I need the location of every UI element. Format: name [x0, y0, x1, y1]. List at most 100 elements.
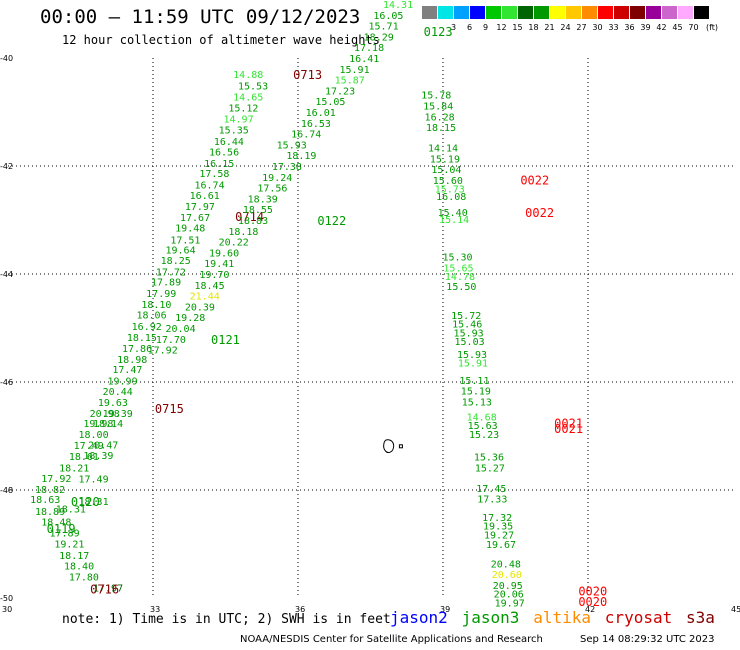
legend-label: 9: [482, 23, 489, 32]
wave-height-value: 15.11: [459, 376, 489, 387]
legend-label: 33: [608, 23, 619, 32]
wave-height-value: 15.30: [442, 253, 472, 264]
time-label: 0020: [578, 595, 607, 609]
wave-height-value: 19.39: [103, 409, 133, 420]
wave-height-value: 18.18: [228, 227, 258, 238]
wave-height-value: 18.31: [56, 504, 86, 515]
wave-height-value: 15.14: [439, 215, 469, 226]
wave-height-value: 19.67: [486, 540, 516, 551]
wave-height-value: 20.06: [494, 590, 524, 601]
footer-timestamp: Sep 14 08:29:32 UTC 2023: [580, 634, 715, 645]
note-text: note: 1) Time is in UTC; 2) SWH is in fe…: [62, 612, 391, 627]
legend-label: 15: [512, 23, 523, 32]
wave-height-value: 19.70: [199, 270, 229, 281]
time-label: 0715: [155, 402, 184, 416]
y-tick-label: -50: [0, 594, 13, 603]
legend-label: 42: [656, 23, 667, 32]
wave-height-value: 17.99: [146, 289, 176, 300]
wave-height-value: 19.35: [483, 522, 513, 533]
island-outline: [383, 439, 395, 453]
legend-swatch: [614, 6, 629, 19]
wave-height-value: 15.40: [438, 208, 468, 219]
chart-subtitle: 12 hour collection of altimeter wave hei…: [62, 33, 380, 47]
wave-height-value: 20.95: [493, 581, 523, 592]
wave-height-value: 18.40: [64, 562, 94, 573]
legend-label: 6: [466, 23, 473, 32]
legend-swatch: [534, 6, 549, 19]
wave-height-value: 15.03: [455, 337, 485, 348]
wave-height-value: 18.48: [41, 517, 71, 528]
wave-height-value: 18.98: [117, 355, 147, 366]
x-tick-label: 45: [731, 605, 740, 614]
wave-height-value: 14.31: [383, 0, 413, 11]
wave-height-value: 16.74: [291, 130, 321, 141]
time-label: 0021: [554, 422, 583, 436]
time-label: 0022: [520, 174, 549, 188]
time-label: 0021: [554, 417, 583, 431]
wave-height-value: 15.35: [219, 125, 249, 136]
legend-label: 70: [688, 23, 699, 32]
time-label: 0716: [90, 582, 119, 596]
wave-height-value: 17.80: [69, 572, 99, 583]
wave-height-value: 19.28: [175, 313, 205, 324]
wave-height-value: 18.61: [69, 452, 99, 463]
time-label: 0020: [578, 584, 607, 598]
wave-height-value: 14.78: [445, 272, 475, 283]
legend-swatch: [630, 6, 645, 19]
time-label: 0123: [424, 25, 453, 39]
y-tick-label: -46: [0, 378, 13, 387]
satellite-name: jason3: [461, 608, 520, 627]
y-tick-label: -40: [0, 54, 13, 63]
wave-height-value: 17.89: [49, 529, 79, 540]
wave-height-value: 17.56: [257, 184, 287, 195]
wave-height-value: 15.93: [457, 350, 487, 361]
wave-height-value: 18.63: [30, 495, 60, 506]
wave-height-value: 18.17: [59, 551, 89, 562]
time-label: 0122: [317, 214, 346, 228]
wave-height-value: 17.97: [93, 584, 123, 595]
wave-height-value: 17.45: [476, 484, 506, 495]
wave-height-value: 15.19: [461, 387, 491, 398]
wave-height-value: 15.50: [446, 282, 476, 293]
legend-label: 36: [624, 23, 635, 32]
wave-height-value: 17.92: [148, 346, 178, 357]
wave-height-value: 16.15: [204, 159, 234, 170]
wave-height-value: 18.10: [141, 300, 171, 311]
legend-label: 39: [640, 23, 651, 32]
legend-swatch: [550, 6, 565, 19]
wave-height-value: 18.00: [78, 430, 108, 441]
legend-label: 24: [560, 23, 571, 32]
wave-height-value: 19.27: [484, 530, 514, 541]
wave-height-value: 19.63: [98, 398, 128, 409]
wave-height-value: 19.41: [204, 259, 234, 270]
legend-label: 3: [450, 23, 457, 32]
wave-height-value: 15.19: [430, 154, 460, 165]
wave-height-value: 16.56: [209, 147, 239, 158]
wave-height-value: 15.13: [462, 397, 492, 408]
legend-swatch: [438, 6, 453, 19]
wave-height-value: 15.65: [443, 264, 473, 275]
wave-height-value: 17.92: [41, 474, 71, 485]
wave-height-value: 17.89: [151, 278, 181, 289]
wave-height-value: 19.64: [165, 246, 195, 257]
time-label: 0120: [71, 495, 100, 509]
wave-height-value: 15.93: [277, 140, 307, 151]
wave-height-value: 20.44: [103, 387, 133, 398]
wave-height-value: 18.21: [59, 463, 89, 474]
wave-height-value: 15.46: [452, 320, 482, 331]
wave-height-value: 15.78: [421, 91, 451, 102]
legend-swatch: [470, 6, 485, 19]
wave-height-value: 17.49: [78, 475, 108, 486]
wave-height-value: 18.89: [35, 507, 65, 518]
wave-height-value: 17.32: [482, 513, 512, 524]
legend-label: 27: [576, 23, 587, 32]
wave-height-value: 20.60: [492, 570, 522, 581]
legend-label: 30: [592, 23, 603, 32]
time-label: 0121: [211, 333, 240, 347]
wave-height-value: 20.47: [88, 441, 118, 452]
wave-height-value: 17.70: [156, 335, 186, 346]
legend-swatch: [678, 6, 693, 19]
wave-height-value: 20.22: [219, 238, 249, 249]
wave-height-value: 15.87: [335, 76, 365, 87]
satellite-name: s3a: [686, 608, 715, 627]
